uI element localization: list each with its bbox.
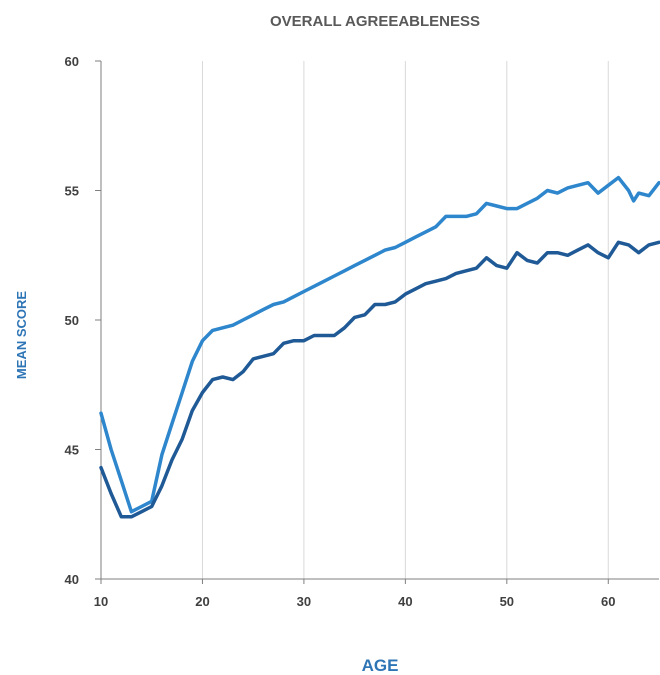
y-tick-label: 45	[65, 443, 79, 458]
x-tick-labels: 10 20 30 40 50 60	[94, 594, 616, 609]
x-axis-title: AGE	[362, 656, 399, 675]
y-axis-title: MEAN SCORE	[14, 291, 29, 379]
y-tick-labels: 40 45 50 55 60	[65, 54, 79, 587]
y-tick-label: 60	[65, 54, 79, 69]
series-line-1	[99, 175, 660, 514]
x-tick-label: 10	[94, 594, 108, 609]
x-tick-label: 50	[500, 594, 514, 609]
x-tick-label: 20	[195, 594, 209, 609]
series-line-2	[99, 240, 660, 519]
axes	[95, 60, 659, 584]
y-tick-label: 40	[65, 572, 79, 587]
y-tick-label: 50	[65, 313, 79, 328]
x-tick-label: 40	[398, 594, 412, 609]
y-tick-label: 55	[65, 184, 79, 199]
series-lines	[99, 175, 660, 519]
chart-title: OVERALL AGREEABLENESS	[270, 13, 480, 30]
x-tick-label: 30	[297, 594, 311, 609]
gridlines	[201, 61, 609, 579]
x-tick-label: 60	[601, 594, 615, 609]
